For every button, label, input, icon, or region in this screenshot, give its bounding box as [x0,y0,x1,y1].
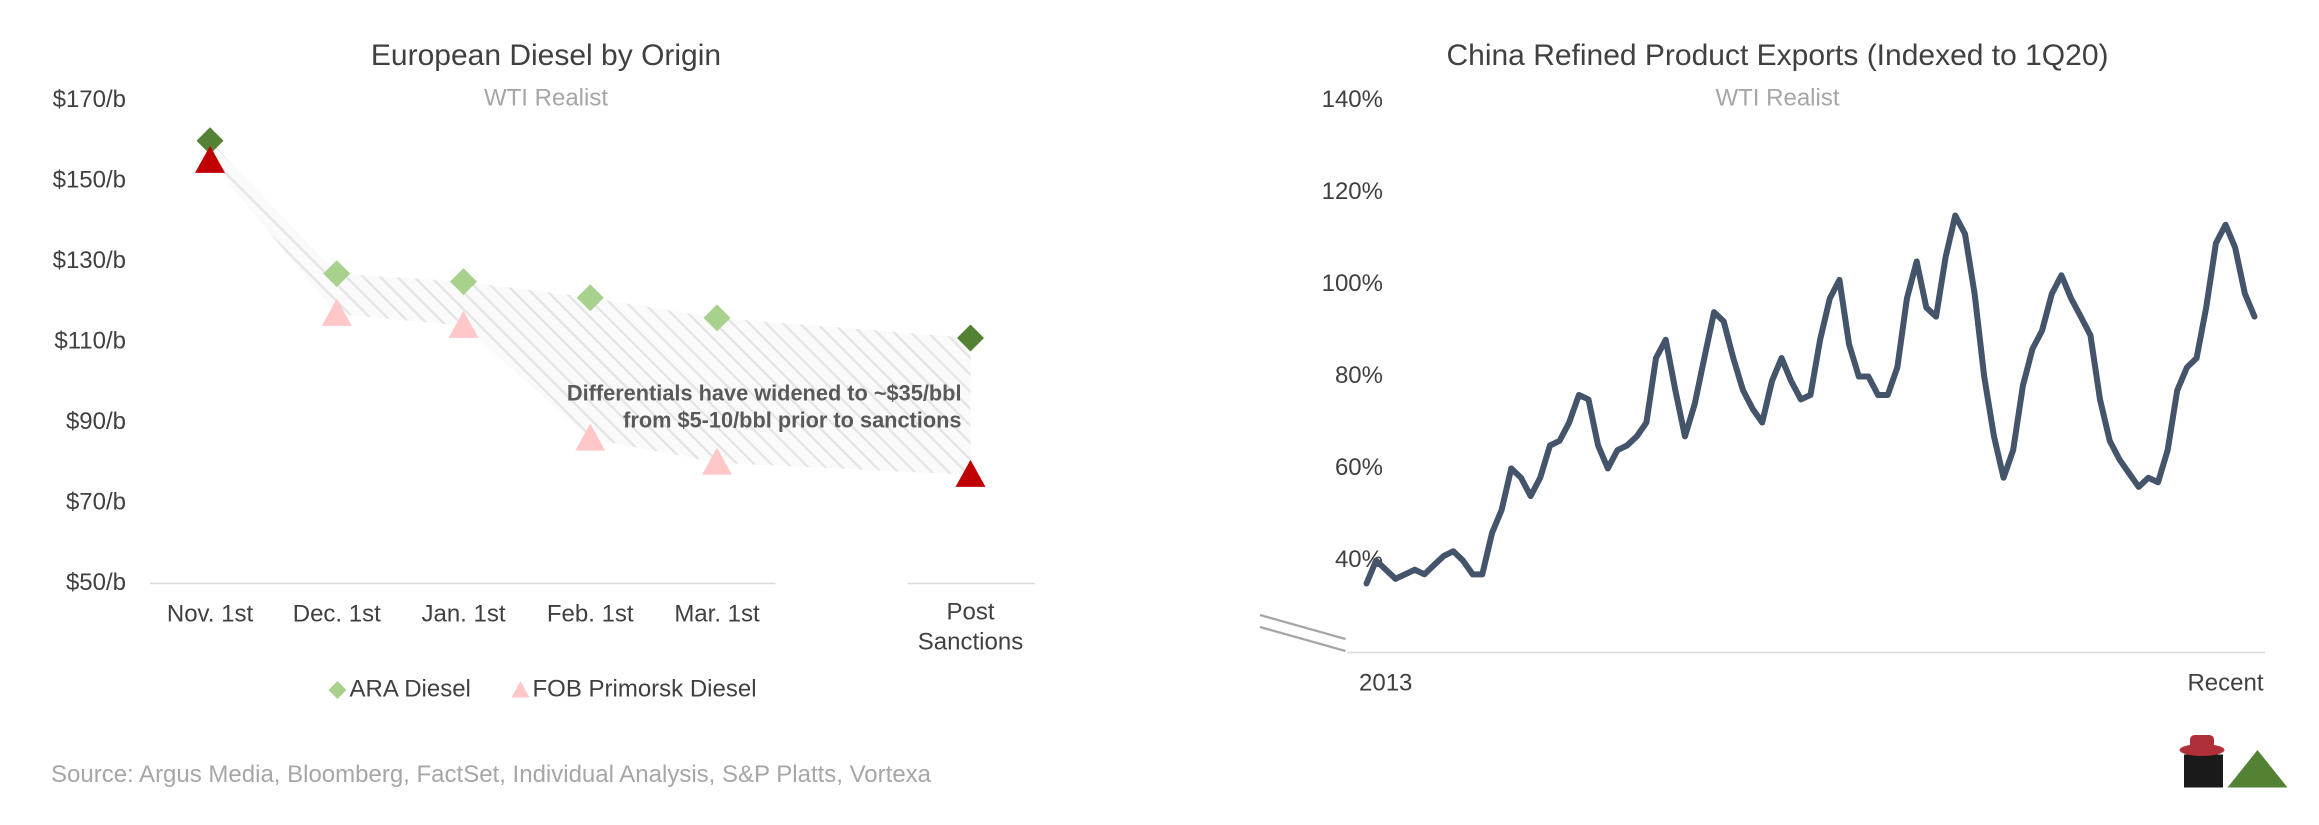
triangle-marker [195,145,225,173]
chart-subtitle: WTI Realist [484,84,608,111]
triangle-marker [702,447,732,475]
source-note: Source: Argus Media, Bloomberg, FactSet,… [51,761,932,788]
y-tick-label: $170/b [53,86,126,113]
chart-title: European Diesel by Origin [371,39,721,72]
logo [2179,735,2288,788]
x-tick-label: 2013 [1359,669,1412,696]
data-line [1363,212,2258,587]
y-tick-label: 100% [1322,270,1383,297]
y-tick-label: $110/b [54,327,126,354]
x-tick-label: Mar. 1st [674,600,760,627]
chart-title: China Refined Product Exports (Indexed t… [1446,39,2108,72]
x-tick-label-box: Post Sanctions [917,600,1024,656]
triangle-marker [955,459,986,487]
x-tick-label: Post Sanctions [917,600,1024,656]
triangle-marker [321,298,352,326]
y-tick-label: $70/b [66,488,126,515]
diamond-marker [576,284,604,312]
legend-label: FOB Primorsk Diesel [533,675,757,702]
chart-subtitle: WTI Realist [1715,84,1839,111]
x-tick-label: Jan. 1st [421,600,505,627]
x-tick-label: Feb. 1st [547,600,634,627]
y-tick-label: $150/b [53,166,126,193]
y-tick-label: 120% [1322,178,1383,205]
diamond-marker [703,304,731,332]
y-tick-label: 80% [1335,362,1383,389]
x-tick-label: Recent [2187,669,2263,696]
annotation: from $5-10/bbl prior to sanctions [623,407,961,432]
legend-marker [511,681,530,698]
annotation: Differentials have widened to ~$35/bbl [567,380,962,405]
diamond-marker [323,260,351,288]
legend-marker [328,681,347,699]
y-tick-label: $130/b [53,247,126,274]
x-tick-label: Nov. 1st [167,600,254,627]
legend-label: ARA Diesel [350,675,471,702]
y-tick-label: 60% [1335,454,1383,481]
y-tick-label: 140% [1322,86,1383,113]
diamond-marker [450,268,477,296]
triangle-marker [575,423,606,451]
axis-break [1259,613,1346,653]
x-tick-label: Dec. 1st [293,600,381,627]
triangle-marker [448,310,479,338]
y-tick-label: $50/b [66,569,126,596]
diamond-marker [957,324,984,352]
diamond-marker [196,127,224,155]
y-tick-label: $90/b [66,408,126,435]
